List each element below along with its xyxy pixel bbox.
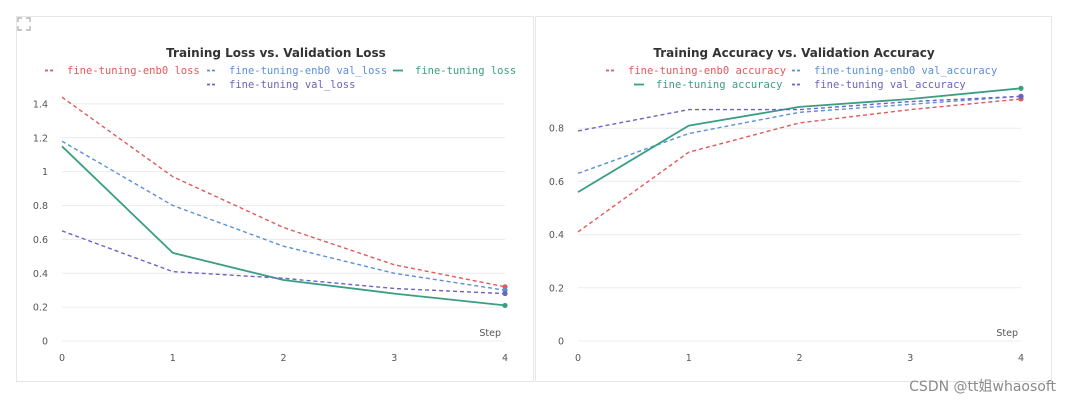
legend-label: fine-tuning-enb0 accuracy: [628, 65, 786, 77]
y-tick-label: 0: [42, 337, 48, 348]
chart-title: Training Accuracy vs. Validation Accurac…: [653, 46, 934, 60]
legend-item-fine-tuning-loss: fine-tuning loss: [393, 65, 516, 77]
x-tick-label: 2: [280, 353, 286, 364]
legend-label: fine-tuning accuracy: [656, 79, 782, 91]
y-tick-label: 1.2: [33, 133, 48, 144]
x-tick-label: 1: [686, 353, 692, 364]
legend-item-fine-tuning-val-accuracy: fine-tuning val_accuracy: [792, 79, 966, 91]
legend-label: fine-tuning-enb0 loss: [67, 65, 200, 77]
y-tick-label: 0.4: [33, 269, 48, 280]
legend-item-fine-tuning-enb0-loss: fine-tuning-enb0 loss: [45, 65, 200, 77]
legend-label: fine-tuning-enb0 val_loss: [229, 65, 387, 77]
accuracy-chart-panel: Training Accuracy vs. Validation Accurac…: [535, 16, 1052, 382]
y-tick-label: 1.4: [33, 99, 48, 110]
series-line-fine-tuning-val-loss: [61, 230, 506, 295]
x-tick-label: 4: [502, 353, 508, 364]
legend-item-fine-tuning-enb0-val-accuracy: fine-tuning-enb0 val_accuracy: [792, 65, 997, 77]
y-tick-label: 0.4: [549, 230, 564, 241]
x-axis-label: Step: [479, 328, 501, 339]
series-line-fine-tuning-enb0-val-accuracy: [577, 95, 1022, 175]
series-endpoint-fine-tuning-val-loss: [502, 290, 508, 297]
x-tick-label: 0: [59, 353, 65, 364]
x-axis-label: Step: [996, 328, 1018, 339]
legend-item-fine-tuning-accuracy: fine-tuning accuracy: [634, 79, 782, 91]
legend-label: fine-tuning val_loss: [229, 79, 355, 91]
series-endpoint-fine-tuning-val-accuracy: [1018, 93, 1024, 99]
x-tick-label: 3: [391, 353, 397, 364]
series-line-fine-tuning-val-accuracy: [577, 95, 1022, 132]
series-line-fine-tuning-loss: [61, 145, 506, 307]
loss-chart: Training Loss vs. Validation Loss 0 0.2 0.4…: [33, 46, 516, 364]
expand-icon[interactable]: [17, 17, 31, 31]
watermark: CSDN @tt姐whaosoft: [909, 379, 1056, 395]
legend-label: fine-tuning val_accuracy: [814, 79, 966, 91]
y-tick-label: 0.6: [33, 235, 48, 246]
legend-item-fine-tuning-enb0-accuracy: fine-tuning-enb0 accuracy: [606, 65, 786, 77]
y-tick-label: 0.2: [549, 283, 564, 294]
x-tick-label: 4: [1018, 353, 1024, 364]
series-line-fine-tuning-accuracy: [577, 87, 1022, 193]
x-tick-label: 0: [575, 353, 581, 364]
legend-item-fine-tuning-val-loss: fine-tuning val_loss: [207, 79, 355, 91]
series-line-fine-tuning-enb0-accuracy: [577, 98, 1022, 233]
x-tick-label: 3: [907, 353, 913, 364]
series-line-fine-tuning-enb0-val-loss: [61, 140, 506, 291]
series-line-fine-tuning-enb0-loss: [61, 96, 506, 288]
series-endpoint-fine-tuning-accuracy: [1018, 85, 1024, 91]
x-tick-label: 2: [796, 353, 802, 364]
loss-chart-panel: Training Loss vs. Validation Loss 0 0.2 0.4…: [16, 16, 534, 382]
y-tick-label: 1: [42, 167, 48, 178]
y-tick-label: 0.6: [549, 177, 564, 188]
x-tick-label: 1: [170, 353, 176, 364]
y-tick-label: 0.2: [33, 303, 48, 314]
chart-title: Training Loss vs. Validation Loss: [166, 46, 386, 60]
legend-label: fine-tuning loss: [415, 65, 516, 77]
y-tick-label: 0: [558, 337, 564, 348]
legend-item-fine-tuning-enb0-val-loss: fine-tuning-enb0 val_loss: [207, 65, 387, 77]
y-tick-label: 0.8: [549, 124, 564, 135]
series-endpoint-fine-tuning-loss: [502, 302, 508, 309]
accuracy-chart: Training Accuracy vs. Validation Accurac…: [549, 46, 1024, 364]
legend-label: fine-tuning-enb0 val_accuracy: [814, 65, 997, 77]
y-tick-label: 0.8: [33, 201, 48, 212]
